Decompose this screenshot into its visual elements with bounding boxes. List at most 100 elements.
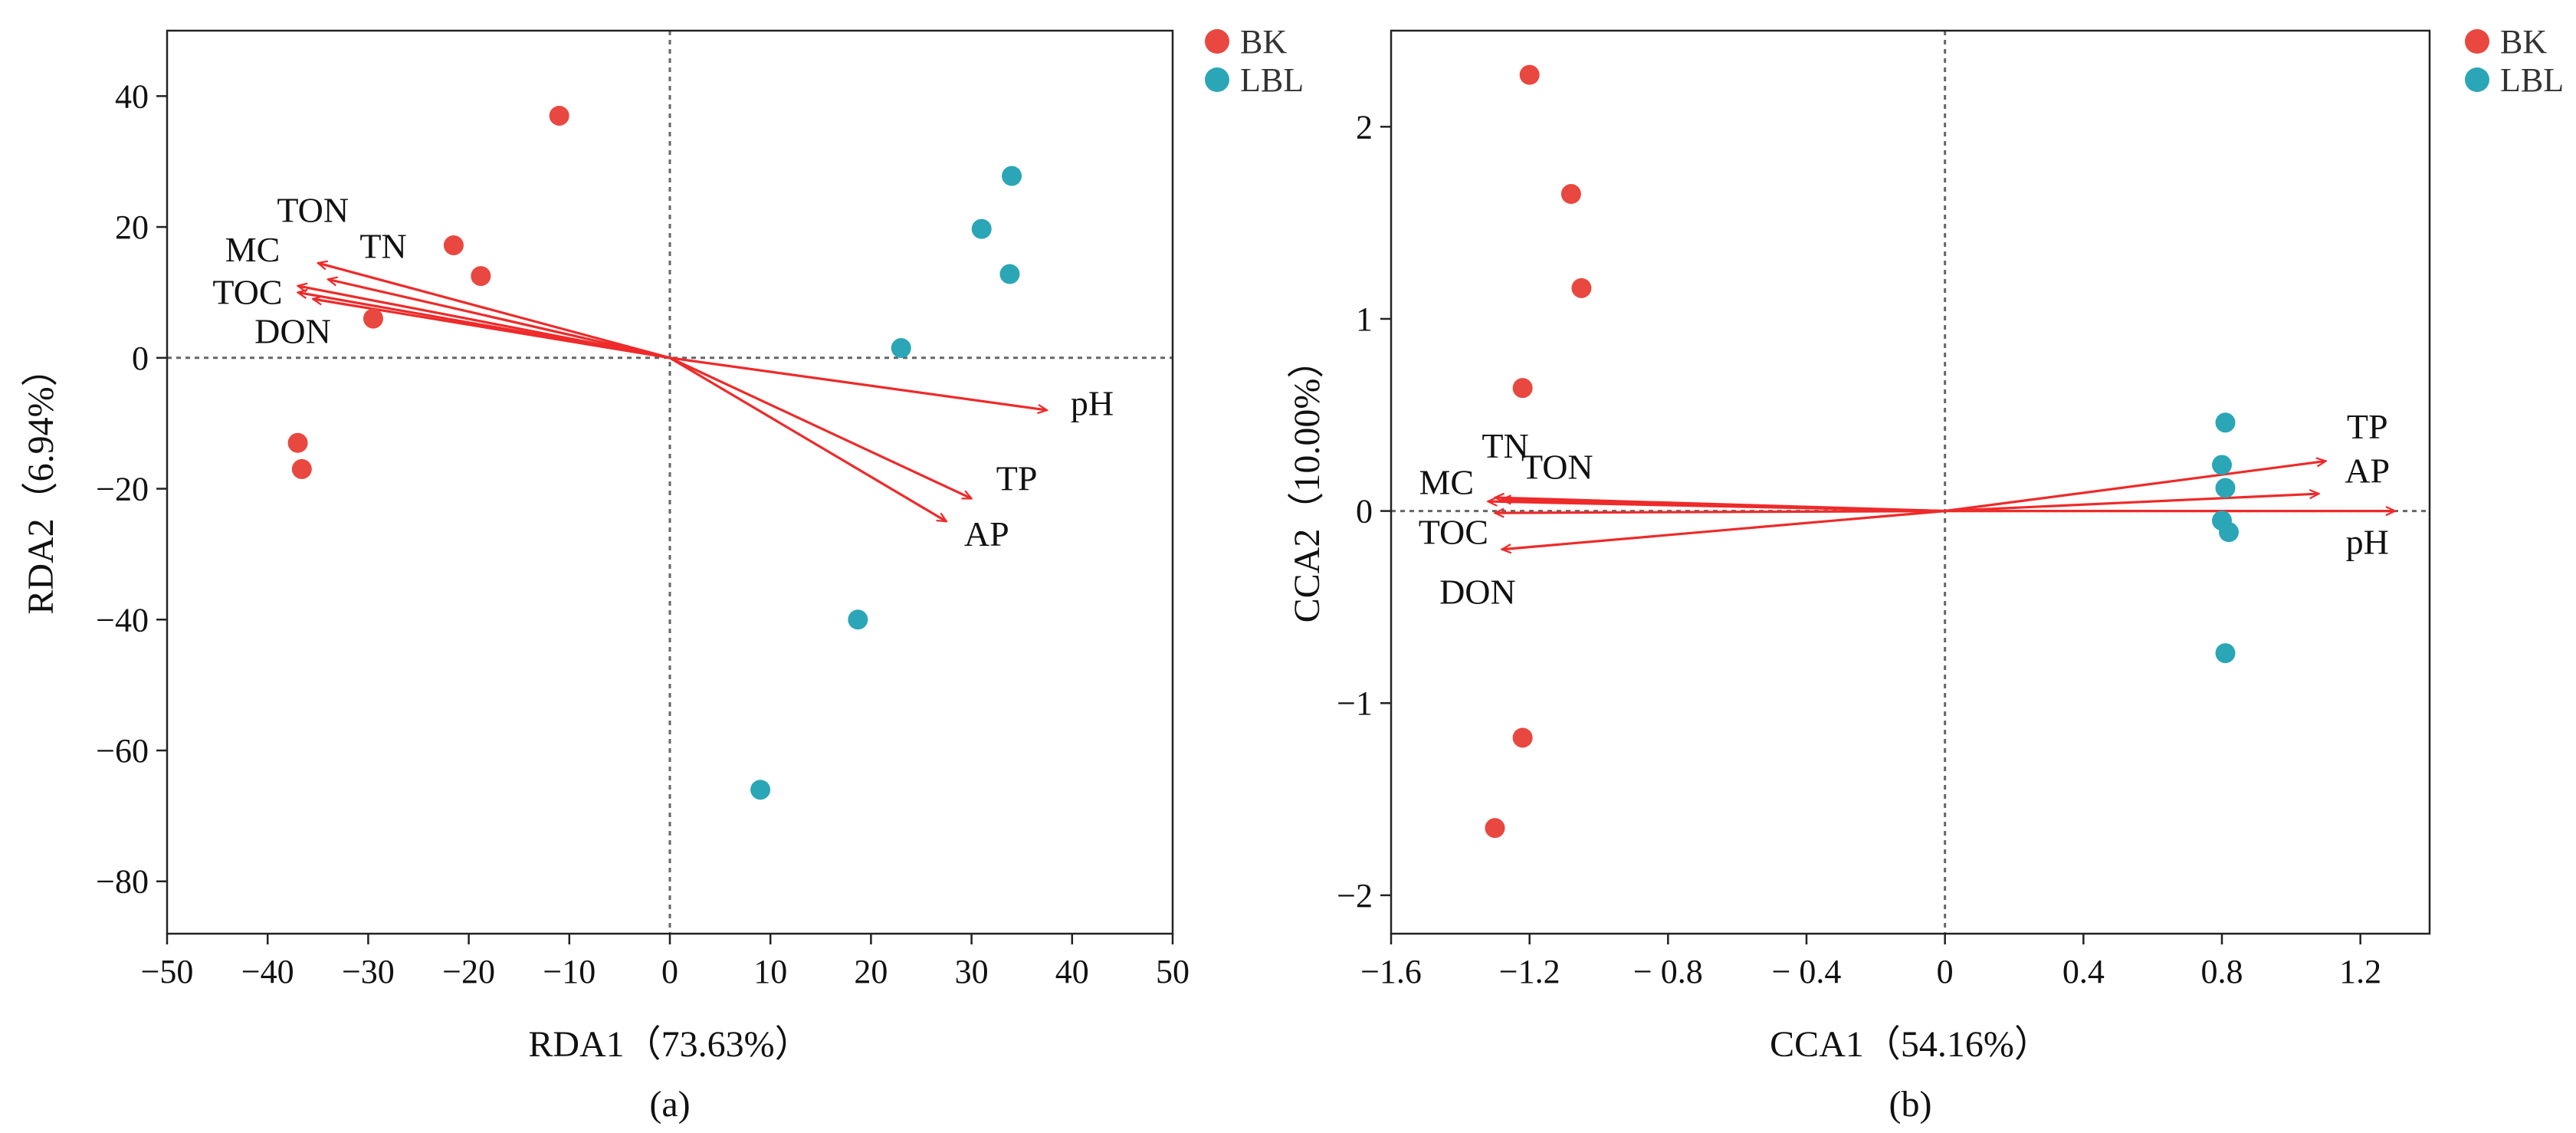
cca-vector-label-mc: MC bbox=[1419, 463, 1474, 502]
rda-vector-tp bbox=[669, 356, 972, 500]
cca-vector-label-tp: TP bbox=[2347, 407, 2388, 446]
rda-reference-lines bbox=[167, 31, 1173, 934]
rda-point-lbl bbox=[1002, 166, 1022, 186]
legend-label-lbl: LBL bbox=[2500, 61, 2564, 99]
rda-vectors bbox=[298, 263, 1047, 523]
legend-marker-lbl bbox=[1205, 67, 1229, 92]
rda-vector-label-don: DON bbox=[254, 311, 331, 350]
rda-point-lbl bbox=[999, 264, 1020, 284]
rda-vector-tn bbox=[328, 279, 671, 360]
rda-vector-ap bbox=[669, 356, 947, 523]
cca-x-tick-label: −1.6 bbox=[1360, 953, 1422, 990]
cca-vector-ap bbox=[1944, 494, 2319, 513]
cca-x-tick-label: − 0.8 bbox=[1633, 953, 1703, 990]
cca-vector-label-ton: TON bbox=[1521, 448, 1593, 487]
rda-x-tick-label: −20 bbox=[442, 953, 495, 990]
rda-vector-label-ton: TON bbox=[277, 191, 349, 230]
legend-marker-lbl bbox=[2465, 67, 2489, 92]
cca-y-tick-label: 0 bbox=[1356, 493, 1373, 530]
cca-point-bk bbox=[1519, 64, 1540, 85]
cca-x-tick-label: − 0.4 bbox=[1772, 953, 1842, 990]
cca-point-lbl bbox=[2215, 643, 2236, 664]
rda-x-tick-label: 20 bbox=[854, 953, 888, 990]
rda-vector-label-mc: MC bbox=[225, 230, 281, 269]
cca-vector-label-toc: TOC bbox=[1419, 513, 1488, 552]
cca-point-bk bbox=[1560, 184, 1581, 205]
rda-y-axis-label: RDA2（6.94%） bbox=[21, 350, 61, 614]
rda-y-tick-label: −40 bbox=[96, 601, 149, 639]
cca-points bbox=[1485, 64, 2240, 839]
rda-points bbox=[287, 105, 1022, 800]
rda-y-tick-label: 20 bbox=[115, 209, 149, 246]
rda-vector-label-ap: AP bbox=[964, 514, 1009, 553]
rda-point-bk bbox=[287, 432, 308, 453]
rda-vector-label-ph: pH bbox=[1071, 383, 1114, 422]
cca-x-tick-label: 0.4 bbox=[2062, 953, 2105, 990]
rda-y-tick-label: −60 bbox=[96, 732, 149, 770]
cca-point-lbl bbox=[2219, 522, 2240, 543]
rda-x-tick-label: 10 bbox=[753, 953, 787, 990]
cca-y-tick-label: −1 bbox=[1337, 685, 1373, 722]
cca-point-bk bbox=[1485, 818, 1505, 839]
rda-point-lbl bbox=[848, 609, 868, 630]
rda-x-tick-label: 40 bbox=[1055, 953, 1089, 990]
rda-point-bk bbox=[549, 105, 569, 126]
cca-point-bk bbox=[1512, 378, 1533, 399]
rda-point-bk bbox=[363, 308, 383, 329]
rda-x-tick-label: −40 bbox=[241, 953, 294, 990]
cca-vector-label-don: DON bbox=[1439, 572, 1516, 611]
rda-vector-label-toc: TOC bbox=[212, 272, 282, 311]
legend-label-lbl: LBL bbox=[1240, 61, 1304, 99]
cca-plot-frame bbox=[1390, 29, 2431, 935]
cca-point-lbl bbox=[2212, 455, 2232, 475]
cca-x-axis-label: CCA1（54.16%） bbox=[1770, 1024, 2051, 1065]
cca-point-bk bbox=[1571, 278, 1592, 298]
rda-panel-label: (a) bbox=[649, 1084, 690, 1125]
rda-y-tick-label: 0 bbox=[132, 340, 149, 377]
rda-x-tick-label: 50 bbox=[1156, 953, 1190, 990]
rda-y-tick-label: 40 bbox=[115, 77, 149, 115]
rda-axis-ticks: −50 −40 −30 −20 −10 0 10 20 30 40 50 −80 −60 −40 −20 0 2… bbox=[96, 77, 1190, 990]
cca-vector-tp bbox=[1944, 461, 2326, 513]
rda-y-tick-label: −80 bbox=[96, 863, 149, 901]
legend-label-bk: BK bbox=[2500, 23, 2547, 61]
cca-y-tick-label: −2 bbox=[1337, 877, 1373, 915]
cca-x-tick-label: −1.2 bbox=[1499, 953, 1560, 990]
rda-point-lbl bbox=[971, 218, 992, 239]
cca-point-bk bbox=[1512, 727, 1533, 748]
cca-y-axis-label: CCA2（10.00%） bbox=[1287, 342, 1327, 623]
cca-vector-label-ap: AP bbox=[2345, 452, 2390, 491]
cca-point-lbl bbox=[2215, 478, 2236, 498]
rda-y-tick-label: −20 bbox=[96, 471, 149, 508]
legend-label-bk: BK bbox=[1240, 23, 1287, 61]
cca-point-lbl bbox=[2215, 412, 2236, 433]
rda-vector-ton bbox=[318, 263, 671, 360]
legend-marker-bk bbox=[1205, 29, 1229, 54]
cca-y-tick-label: 2 bbox=[1356, 108, 1373, 146]
cca-vector-don bbox=[1502, 510, 1945, 550]
rda-x-tick-label: 0 bbox=[661, 953, 678, 990]
rda-point-bk bbox=[291, 458, 312, 479]
rda-point-lbl bbox=[750, 780, 771, 800]
rda-x-tick-label: −10 bbox=[543, 953, 596, 990]
rda-x-tick-label: 30 bbox=[955, 953, 989, 990]
cca-vector-mc bbox=[1488, 501, 1945, 513]
rda-x-tick-label: −30 bbox=[342, 953, 395, 990]
cca-x-tick-label: 0.8 bbox=[2201, 953, 2243, 990]
cca-vector-label-tn: TN bbox=[1482, 426, 1528, 465]
rda-point-bk bbox=[443, 235, 464, 255]
cca-vectors bbox=[1488, 461, 2394, 549]
cca-panel-label: (b) bbox=[1889, 1084, 1932, 1125]
rda-vector-don bbox=[313, 299, 671, 360]
cca-vector-label-ph: pH bbox=[2346, 522, 2389, 561]
cca-axis-ticks: −1.6 −1.2 − 0.8 − 0.4 0 0.4 0.8 1.2 −2 −1 0 1 2 bbox=[1337, 108, 2381, 990]
rda-vector-ph bbox=[669, 356, 1047, 410]
cca-y-tick-label: 1 bbox=[1356, 300, 1373, 338]
rda-vector-label-tn: TN bbox=[359, 227, 406, 266]
rda-point-lbl bbox=[891, 338, 911, 359]
